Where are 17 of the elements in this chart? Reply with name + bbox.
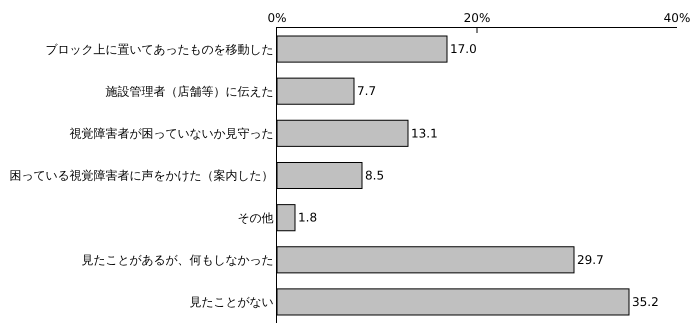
data-label: 1.8: [298, 210, 318, 225]
x-tick-label: 20%: [464, 11, 490, 26]
data-label: 8.5: [365, 168, 384, 182]
x-tick-label: 40%: [664, 11, 690, 26]
data-label: 7.7: [357, 84, 376, 98]
data-label: 17.0: [450, 42, 477, 56]
y-tick-label: 見たことがあるが、何もしなかった: [82, 252, 274, 267]
y-tick-label: ブロック上に置いてあったものを移動した: [46, 42, 274, 56]
y-tick-label: 視覚障害者が困っていないか見守った: [70, 126, 274, 141]
x-tick-label: 0%: [267, 11, 287, 26]
y-tick-label: 施設管理者（店舗等）に伝えた: [106, 84, 274, 98]
y-tick-label: 困っている視覚障害者に声をかけた（案内した）: [10, 168, 274, 183]
data-label: 13.1: [411, 126, 438, 140]
data-label: 35.2: [632, 294, 659, 309]
data-label: 29.7: [577, 252, 604, 267]
y-tick-label: 見たことがない: [190, 295, 274, 310]
y-tick-label: その他: [238, 210, 274, 225]
